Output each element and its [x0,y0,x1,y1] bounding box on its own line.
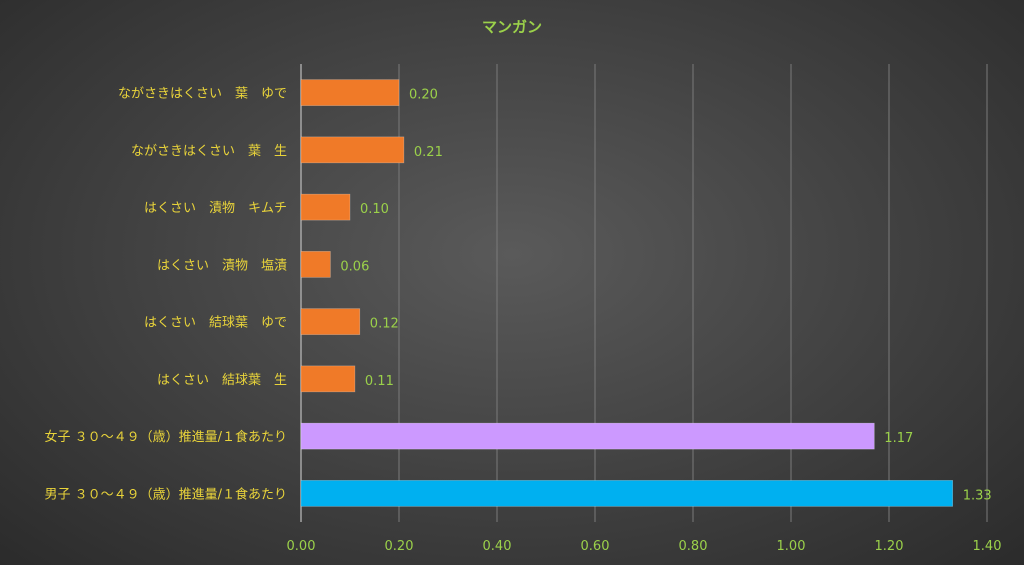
category-label: 男子 ３０～４９（歳）推進量/１食あたり [44,486,287,502]
bar [300,193,351,221]
x-tick-label: 0.60 [581,539,610,554]
data-label: 0.11 [365,374,394,389]
x-tick-label: 1.20 [875,539,904,554]
category-label: 女子 ３０～４９（歳）推進量/１食あたり [44,429,287,445]
bar [300,308,361,335]
data-label: 0.21 [414,145,443,160]
data-label: 1.17 [884,431,913,446]
data-label: 0.06 [340,259,369,274]
category-label: ながさきはくさい 葉 生 [131,144,287,159]
x-tick-label: 0.00 [287,539,316,554]
x-tick-label: 1.40 [973,539,1002,554]
bar [300,365,356,393]
data-label: 0.20 [409,88,438,103]
bar [300,136,405,164]
category-label: はくさい 漬物 塩漬 [157,258,287,273]
bar [300,422,875,450]
bar [300,251,331,278]
x-tick-labels: 0.00 0.20 0.40 0.60 0.80 1.00 1.20 1.40 [287,539,1002,554]
chart-title: マンガン [482,18,542,36]
x-tick-label: 0.20 [385,539,414,554]
x-tick-label: 0.40 [483,539,512,554]
category-label: はくさい 結球葉 生 [157,373,287,388]
data-label: 0.12 [370,317,399,332]
data-label: 1.33 [963,488,992,503]
gridlines [300,64,988,522]
bar [300,79,400,106]
x-tick-label: 1.00 [777,539,806,554]
data-labels: 0.20 0.21 0.10 0.06 0.12 0.11 1.17 1.33 [340,88,991,504]
category-label: はくさい 結球葉 ゆで [144,316,287,331]
bars [300,79,954,507]
data-label: 0.10 [360,202,389,217]
category-label: ながさきはくさい 葉 ゆで [118,87,287,102]
bar [300,480,954,507]
x-tick-label: 0.80 [679,539,708,554]
category-label: はくさい 漬物 キムチ [144,201,287,216]
